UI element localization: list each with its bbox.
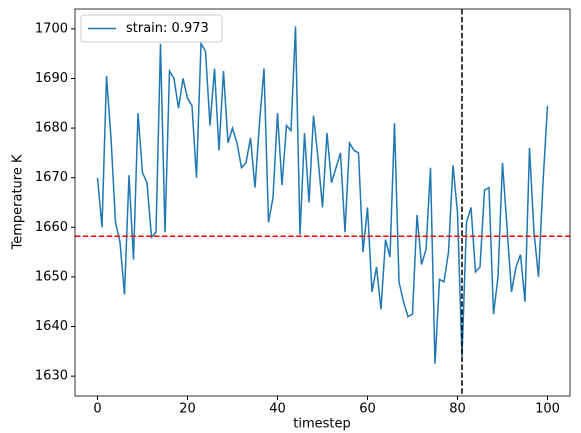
x-tick-label: 60 (359, 402, 376, 417)
y-axis-label: Temperature K (11, 154, 26, 250)
y-tick-label: 1660 (35, 220, 68, 235)
legend-label: strain: 0.973 (126, 21, 209, 36)
y-tick-label: 1640 (35, 319, 68, 334)
y-tick-label: 1700 (35, 21, 68, 36)
x-tick-label: 100 (535, 402, 560, 417)
x-tick-label: 20 (179, 402, 196, 417)
y-tick-label: 1680 (35, 121, 68, 136)
y-tick-label: 1650 (35, 269, 68, 284)
data-line (96, 26, 549, 364)
y-tick-label: 1690 (35, 71, 68, 86)
plot-frame (74, 8, 571, 397)
x-tick-label: 0 (93, 402, 101, 417)
x-tick-label: 80 (449, 402, 466, 417)
y-tick-label: 1630 (35, 369, 68, 384)
x-tick-label: 40 (269, 402, 286, 417)
y-tick-label: 1670 (35, 170, 68, 185)
legend-box (80, 14, 223, 43)
x-axis-label: timestep (293, 417, 351, 432)
